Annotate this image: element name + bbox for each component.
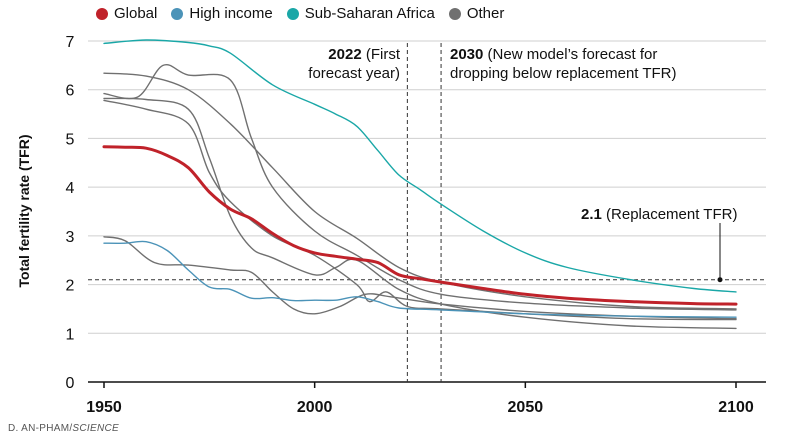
- legend-dot-icon: [96, 7, 108, 20]
- replacement-text2: dropping below replacement TFR): [450, 65, 677, 82]
- legend-label: Global: [114, 5, 158, 22]
- series-sub-saharan-africa-line: [103, 39, 737, 293]
- y-tick-label: 7: [66, 34, 75, 51]
- y-tick-label: 6: [66, 83, 75, 100]
- series-high-income-line: [103, 240, 737, 318]
- credit: D. AN-PHAM/SCIENCE: [8, 423, 119, 434]
- y-tick-label: 1: [66, 326, 75, 343]
- first-forecast-text: (First: [361, 46, 400, 63]
- credit-author: D. AN-PHAM/: [8, 423, 73, 434]
- replacement-year: 2030: [450, 46, 484, 63]
- x-tick-label: 2000: [297, 399, 333, 416]
- y-tick-label: 0: [66, 375, 75, 392]
- legend-label: Other: [466, 5, 505, 22]
- first-forecast-text2: forecast year): [308, 65, 400, 82]
- tfr-value: 2.1: [581, 206, 602, 223]
- legend-dot-icon: [448, 7, 461, 20]
- legend-dot-icon: [171, 7, 184, 20]
- replacement-text: (New model’s forecast for: [483, 46, 658, 63]
- tfr-annotation: 2.1 (Replacement TFR): [581, 205, 737, 224]
- x-tick-label: 2100: [718, 399, 754, 416]
- tfr-text: (Replacement TFR): [601, 206, 738, 223]
- x-tick-label: 2050: [508, 399, 544, 416]
- legend-dot-icon: [286, 7, 299, 20]
- legend: Global High income Sub-Saharan Africa Other: [96, 5, 504, 22]
- y-tick-label: 3: [66, 229, 75, 246]
- legend-item: Global: [96, 5, 157, 22]
- legend-label: High income: [189, 5, 273, 22]
- x-tick-label: 1950: [86, 399, 122, 416]
- first-forecast-year: 2022: [328, 46, 362, 63]
- series-other-line: [103, 63, 737, 311]
- legend-item: High income: [171, 5, 273, 22]
- y-tick-label: 5: [66, 131, 75, 148]
- tfr-leader-dot: [717, 277, 723, 283]
- series-other-line: [103, 236, 737, 320]
- replacement-annotation: 2030 (New model’s forecast for dropping …: [450, 45, 677, 83]
- series-global-line: [102, 145, 738, 306]
- legend-item: Sub-Saharan Africa: [286, 5, 435, 22]
- y-tick-label: 4: [66, 180, 75, 197]
- legend-label: Sub-Saharan Africa: [304, 5, 435, 22]
- first-forecast-annotation: 2022 (First forecast year): [300, 45, 400, 83]
- series-other-line: [103, 97, 737, 330]
- series-other-line: [103, 72, 737, 310]
- legend-item: Other: [448, 5, 505, 22]
- credit-publication: SCIENCE: [72, 423, 119, 434]
- y-tick-label: 2: [66, 278, 75, 295]
